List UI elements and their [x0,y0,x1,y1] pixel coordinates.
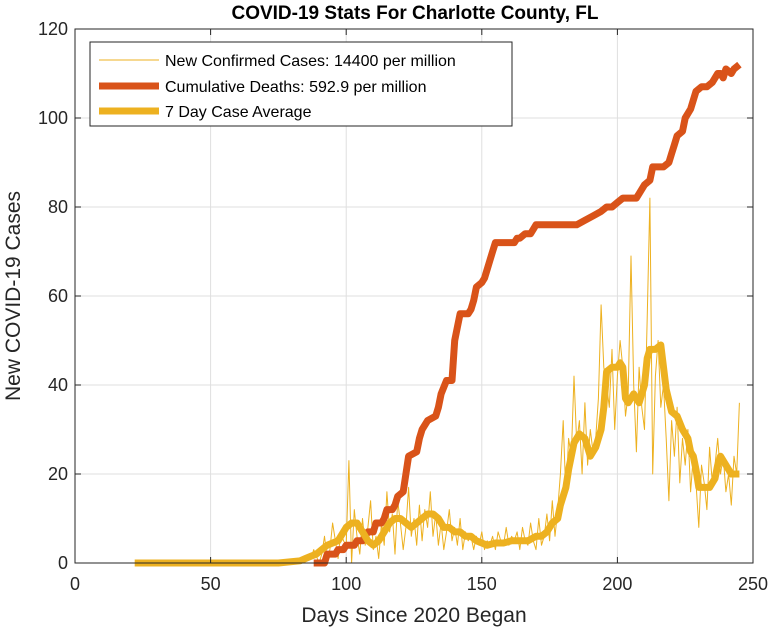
y-tick-label: 120 [38,19,68,39]
x-tick-label: 0 [70,574,80,594]
series-cumulative-deaths [313,61,742,567]
legend: New Confirmed Cases: 14400 per million C… [89,41,513,127]
x-tick-label: 150 [467,574,497,594]
legend-box [89,41,513,127]
y-tick-label: 40 [48,375,68,395]
legend-label-deaths: Cumulative Deaths: 592.9 per million [165,79,426,96]
legend-label-7day-average: 7 Day Case Average [165,104,312,121]
chart-title: COVID-19 Stats For Charlotte County, FL [231,3,598,24]
plot-area [134,61,742,567]
y-tick-label: 60 [48,286,68,306]
y-tick-label: 20 [48,464,68,484]
legend-label-new-cases: New Confirmed Cases: 14400 per million [165,53,456,70]
y-axis-label: New COVID-19 Cases [2,191,25,401]
y-tick-label: 80 [48,197,68,217]
x-tick-label: 250 [738,574,768,594]
x-tick-label: 100 [331,574,361,594]
x-axis-label: Days Since 2020 Began [301,604,526,627]
series-7day-case-average [134,341,741,567]
x-tick-label: 200 [602,574,632,594]
y-tick-label: 100 [38,108,68,128]
x-tick-label: 50 [201,574,221,594]
y-tick-label: 0 [58,553,68,573]
y-axis-ticks: 0 20 40 60 80 100 120 [38,19,753,573]
x-axis-ticks: 0 50 100 150 200 250 [70,29,768,594]
series-new-confirmed-cases [134,197,740,564]
